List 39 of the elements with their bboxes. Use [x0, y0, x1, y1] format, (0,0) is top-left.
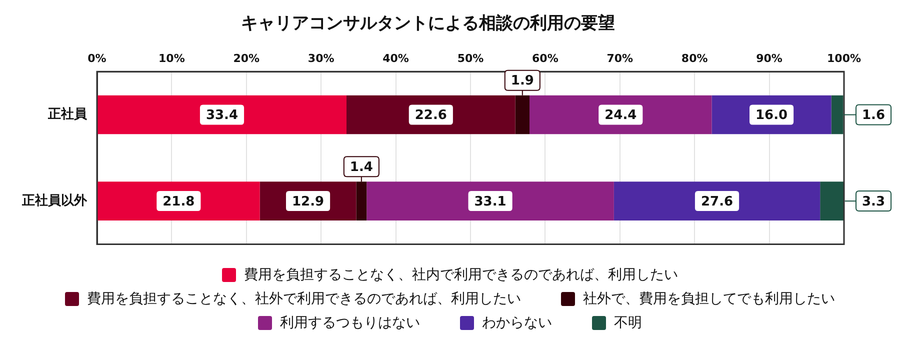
- data-label: 12.9: [292, 194, 324, 210]
- x-tick-label: 30%: [308, 52, 334, 65]
- bar: [530, 95, 712, 134]
- legend-label: 不明: [614, 314, 642, 332]
- bar: [515, 95, 530, 134]
- data-label: 1.6: [862, 108, 886, 124]
- legend-label: 社外で、費用を負担してでも利用したい: [583, 290, 835, 308]
- legend-label: 費用を負担することなく、社内で利用できるのであれば、利用したい: [244, 266, 678, 284]
- legend-label: 費用を負担することなく、社外で利用できるのであれば、利用したい: [87, 290, 521, 308]
- data-label: 33.1: [474, 194, 506, 210]
- x-tick-label: 70%: [606, 52, 634, 65]
- data-label: 3.3: [862, 194, 886, 210]
- y-tick-label: 正社員以外: [21, 192, 88, 208]
- data-label: 21.8: [162, 194, 195, 210]
- bar: [614, 182, 820, 220]
- data-label: 22.6: [414, 108, 447, 124]
- data-label: 1.4: [350, 160, 373, 176]
- x-tick-label: 100%: [827, 52, 861, 65]
- x-tick-label: 40%: [382, 52, 409, 65]
- x-tick-label: 90%: [756, 52, 782, 65]
- x-tick-label: 60%: [532, 52, 558, 65]
- data-label: 33.4: [206, 108, 238, 124]
- legend-label: わからない: [482, 314, 552, 332]
- bar: [98, 182, 260, 220]
- bar: [366, 182, 614, 220]
- bar: [98, 95, 346, 134]
- x-tick-label: 80%: [681, 52, 708, 65]
- chart-title: キャリアコンサルタントによる相談の利用の要望: [241, 14, 615, 34]
- data-label: 1.9: [510, 74, 534, 89]
- x-tick-label: 0%: [88, 52, 106, 65]
- data-label: 16.0: [756, 108, 788, 124]
- y-tick-label: 正社員: [47, 106, 88, 122]
- x-tick-label: 50%: [457, 52, 484, 65]
- data-label: 27.6: [700, 194, 734, 210]
- x-tick-label: 10%: [158, 52, 185, 65]
- bar: [346, 95, 516, 134]
- x-tick-label: 20%: [233, 52, 260, 65]
- data-label: 24.4: [604, 108, 637, 124]
- legend-label: 利用するつもりはない: [280, 314, 420, 332]
